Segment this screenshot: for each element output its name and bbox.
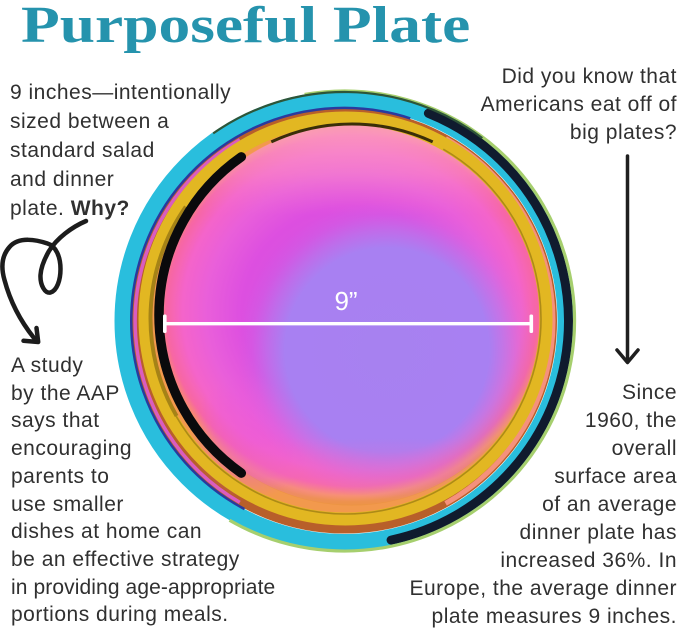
svg-text:9”: 9” — [334, 286, 357, 316]
